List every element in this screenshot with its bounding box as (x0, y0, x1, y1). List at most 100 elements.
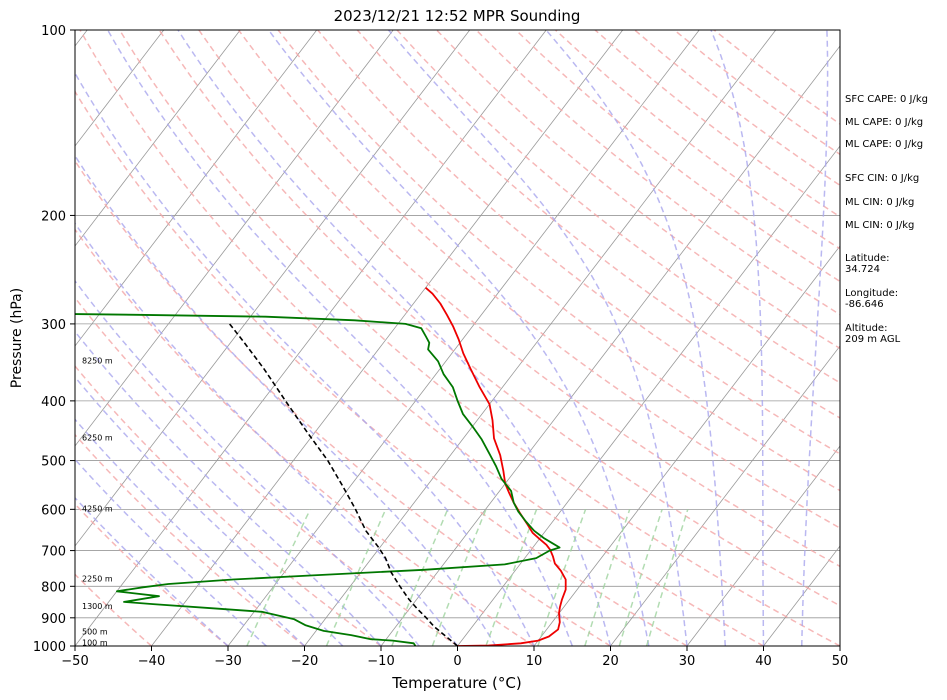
sounding-parameter: ML CIN: 0 J/kg (845, 197, 914, 208)
isotherm-line (75, 30, 394, 447)
isotherm-line (75, 30, 547, 646)
height-label: 100 m (82, 638, 108, 647)
x-tick-label: 30 (679, 654, 696, 669)
mixing-ratio-line (584, 509, 631, 646)
y-tick-label: 300 (41, 318, 66, 333)
dry-adiabat-line (118, 30, 840, 646)
sounding-parameter-value: 209 m AGL (845, 334, 901, 345)
dry-adiabat-line (515, 30, 840, 283)
moist-adiabat-line (75, 222, 459, 646)
isotherm-line (457, 145, 840, 646)
moist-adiabat-line (177, 30, 612, 646)
dry-adiabat-line (277, 30, 840, 492)
dewpoint-line (75, 313, 561, 646)
isotherm-line (151, 30, 624, 646)
parcel-profile-line (228, 323, 459, 646)
y-tick-label: 600 (41, 503, 66, 518)
sounding-parameter: ML CIN: 0 J/kg (845, 220, 914, 231)
dry-adiabat-line (75, 159, 611, 646)
isotherm-line (75, 30, 241, 247)
y-axis-label: Pressure (hPa) (9, 288, 25, 388)
isotherm-line (304, 30, 777, 646)
sounding-parameters-panel: SFC CAPE: 0 J/kg ML CAPE: 0 J/kg ML CAPE: … (845, 94, 928, 345)
isotherm-line (380, 45, 840, 646)
sounding-parameter: SFC CAPE: 0 J/kg (845, 94, 928, 105)
isotherm-line (686, 445, 840, 646)
height-label: 1300 m (82, 602, 113, 611)
y-tick-label: 800 (41, 580, 66, 595)
moist-adiabat-line (75, 279, 420, 646)
sounding-series (75, 287, 567, 646)
sounding-parameter: Longitude: (845, 288, 898, 299)
isotherm-line (75, 30, 318, 347)
isotherm-line (610, 345, 840, 646)
x-tick-label: −40 (138, 654, 165, 669)
moist-adiabat-line (75, 154, 497, 646)
y-tick-label: 500 (41, 455, 66, 470)
dry-adiabat-line (356, 30, 840, 419)
mixing-ratio-line (325, 508, 387, 646)
moist-adiabat-line (107, 30, 574, 646)
x-tick-label: 50 (832, 654, 849, 669)
y-tick-label: 200 (41, 209, 66, 224)
dry-adiabat-line (75, 364, 382, 646)
y-tick-label: 900 (41, 612, 66, 627)
sounding-parameter: ML CAPE: 0 J/kg (845, 117, 923, 128)
dry-adiabat-line (75, 296, 458, 646)
mixing-ratio-line (246, 508, 311, 646)
dry-adiabat-line (198, 30, 840, 568)
moist-adiabat-line (75, 496, 229, 646)
thermodynamic-background-lines (75, 30, 840, 646)
dry-adiabat-line (75, 90, 688, 646)
height-label: 8250 m (82, 356, 113, 365)
temperature-line (425, 287, 567, 646)
x-tick-label: −50 (61, 654, 88, 669)
isotherm-line (533, 245, 840, 646)
moist-adiabat-line (75, 330, 382, 646)
height-label: 2250 m (82, 575, 113, 584)
mixing-ratio-line (645, 509, 689, 646)
sounding-parameter-value: 34.724 (845, 264, 880, 275)
moist-adiabat-line (801, 30, 829, 646)
mixing-ratio-line (391, 509, 449, 646)
height-label: 6250 m (82, 433, 113, 442)
moist-adiabat-line (387, 30, 688, 646)
sounding-parameter-value: -86.646 (845, 299, 884, 310)
moist-adiabat-line (75, 71, 535, 646)
mixing-ratio-line (485, 509, 538, 646)
dry-adiabat-line (396, 30, 840, 384)
y-tick-label: 400 (41, 395, 66, 410)
moist-adiabat-line (267, 30, 650, 646)
x-tick-label: −20 (291, 654, 318, 669)
moist-adiabat-line (710, 30, 765, 646)
x-axis-label: Temperature (°C) (391, 674, 521, 692)
x-tick-label: 0 (453, 654, 461, 669)
x-axis-ticks: −50 −40 −30 −20 −10 0 10 20 30 40 50 (61, 646, 848, 669)
dry-adiabat-line (79, 30, 764, 646)
moist-adiabat-line (75, 375, 344, 646)
y-tick-label: 100 (41, 24, 66, 39)
dry-adiabat-line (237, 30, 840, 529)
dry-adiabat-line (75, 433, 305, 646)
y-tick-label: 700 (41, 545, 66, 560)
chart-title: 2023/12/21 12:52 MPR Sounding (334, 7, 581, 25)
isotherm-line (227, 30, 700, 646)
dry-adiabat-line (158, 30, 840, 607)
moist-adiabat-line (75, 418, 306, 646)
dry-adiabat-line (317, 30, 840, 455)
isotherm-line (75, 30, 165, 147)
x-tick-label: 10 (526, 654, 543, 669)
x-tick-label: 20 (602, 654, 619, 669)
mixing-ratio-line (537, 509, 587, 646)
dry-adiabat-line (75, 573, 152, 646)
moist-adiabat-line (545, 30, 727, 646)
x-tick-label: −30 (214, 654, 241, 669)
x-tick-label: 40 (755, 654, 772, 669)
y-tick-label: 1000 (33, 640, 66, 655)
dry-adiabat-line (75, 228, 535, 646)
moist-adiabat-line (75, 458, 267, 646)
dry-adiabat-line (436, 30, 840, 350)
isotherm-line (75, 30, 471, 547)
